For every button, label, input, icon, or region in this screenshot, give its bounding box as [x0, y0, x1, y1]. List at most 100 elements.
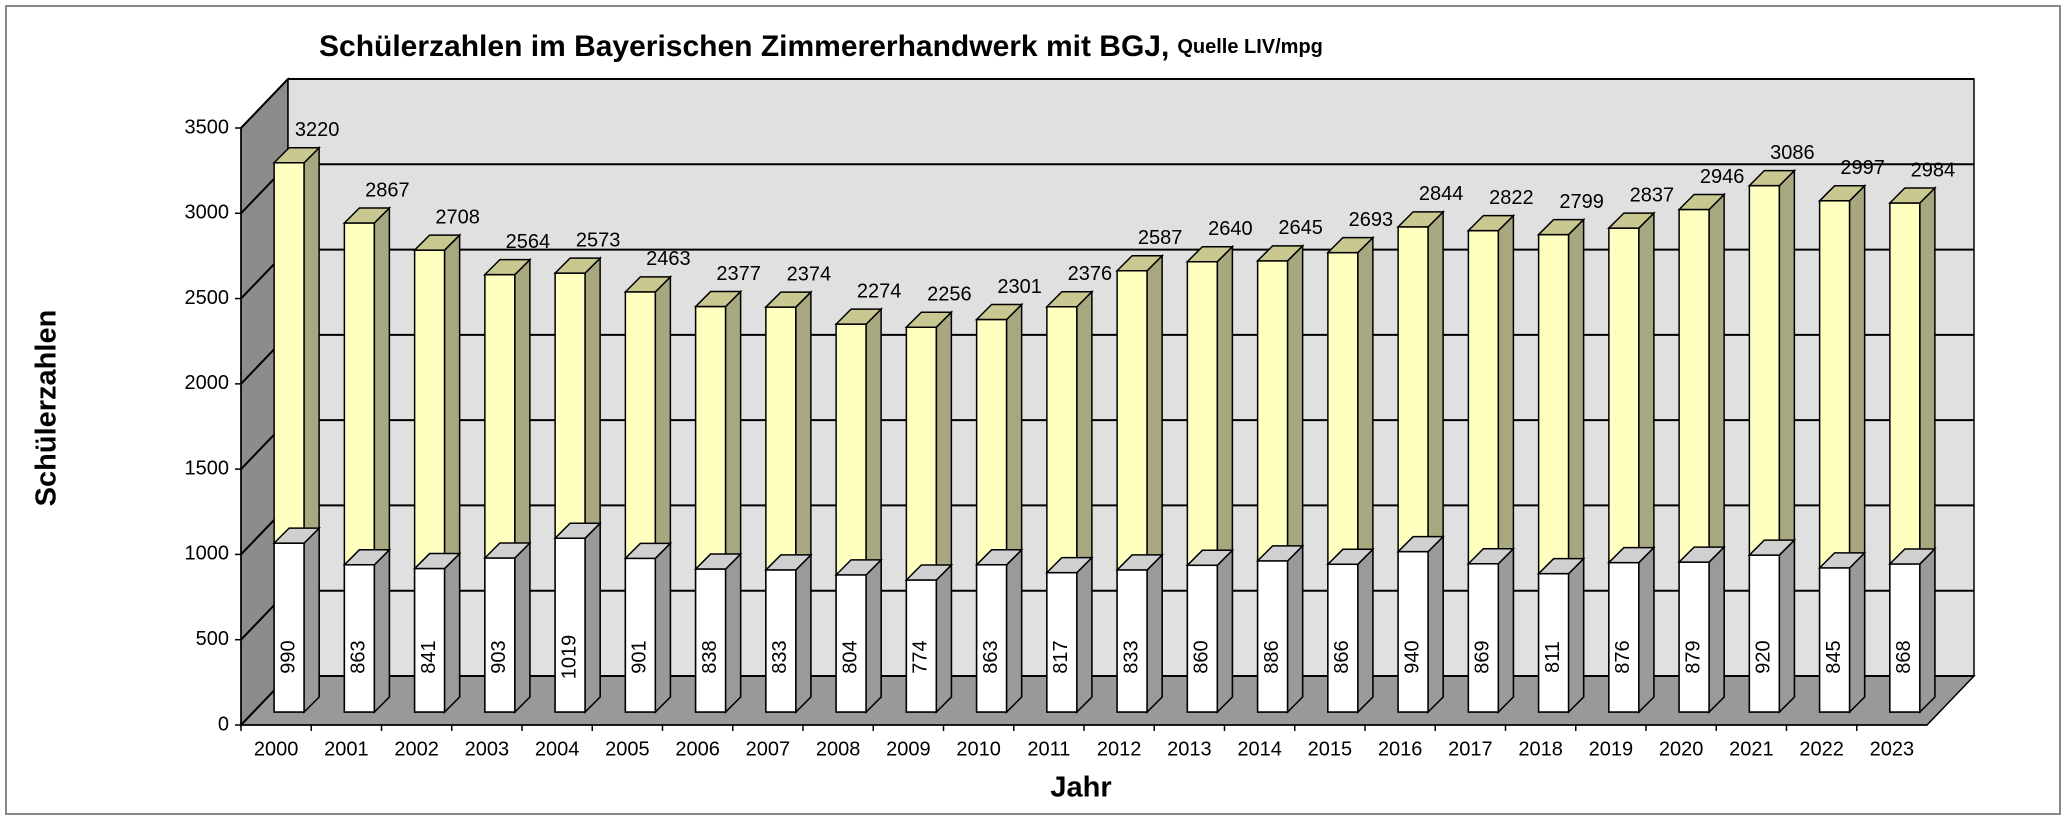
bar-top: [1747, 169, 1797, 187]
bar-front: [484, 557, 516, 713]
bar-side: [584, 521, 601, 714]
bar-side: [654, 541, 672, 714]
x-tick-label: 2006: [675, 738, 720, 760]
bar: [1466, 546, 1516, 714]
bar-top: [553, 522, 602, 539]
bar: [834, 558, 883, 714]
x-tick-label: 2015: [1308, 738, 1353, 760]
bar: [1747, 538, 1797, 714]
title-text: Schülerzahlen im Bayerischen Zimmererhan…: [319, 30, 1169, 63]
value-label: 863: [980, 640, 1002, 673]
x-tick-label: 2004: [535, 738, 580, 760]
value-label: 833: [1120, 640, 1142, 673]
bar-front: [554, 537, 586, 713]
x-tick-label: 2018: [1518, 738, 1563, 760]
bar: [412, 551, 462, 714]
bar: [1185, 548, 1235, 714]
bar-top: [1396, 211, 1445, 228]
bar: [1677, 545, 1726, 714]
x-tick-label: 2002: [394, 738, 439, 760]
chart-title: Schülerzahlen im Bayerischen Zimmererhan…: [319, 30, 1323, 63]
bar-front: [975, 564, 1008, 713]
x-tick-label: 2011: [1027, 738, 1070, 760]
bar-top: [904, 311, 954, 328]
bar-top: [1536, 218, 1586, 236]
bar-top: [272, 147, 321, 164]
bar-front: [1046, 571, 1078, 713]
bar-top: [1747, 539, 1797, 556]
x-tick-label: 2008: [816, 738, 861, 760]
bar-front: [1678, 561, 1710, 713]
bar-top: [1115, 554, 1164, 571]
bar-top: [483, 258, 532, 276]
bar-side: [865, 558, 882, 714]
bar-top: [1185, 549, 1235, 567]
y-tick-label: 2500: [185, 287, 230, 309]
value-label: 868: [1893, 640, 1915, 673]
bar: [623, 541, 673, 714]
bar-front: [1818, 567, 1851, 713]
x-tick-label: 2023: [1870, 738, 1915, 760]
bar-front: [1256, 560, 1289, 713]
value-label: 2301: [997, 276, 1042, 298]
value-label: 2640: [1208, 218, 1253, 240]
bar: [1888, 547, 1937, 714]
value-label: 2645: [1278, 217, 1323, 239]
subtitle-text: Quelle LIV/mpg: [1177, 36, 1323, 58]
x-tick-label: 2022: [1799, 738, 1844, 760]
bar: [272, 526, 321, 714]
bar-top: [1536, 557, 1586, 575]
value-label: 869: [1472, 640, 1494, 673]
bar: [342, 547, 392, 714]
bar: [483, 541, 532, 714]
bar-front: [1327, 563, 1359, 713]
x-tick-label: 2021: [1729, 738, 1774, 760]
y-axis-title: Schülerzahlen: [31, 310, 63, 507]
value-label: 879: [1682, 640, 1704, 673]
value-label: 990: [277, 640, 299, 673]
value-label: 2274: [857, 280, 902, 302]
x-tick-label: 2000: [254, 738, 299, 760]
bar-top: [834, 559, 883, 576]
bar-front: [765, 569, 797, 713]
bar: [1045, 555, 1094, 714]
value-label: 2799: [1559, 191, 1604, 213]
bar-side: [795, 553, 812, 714]
bar-side: [1567, 556, 1585, 714]
bar-top: [1326, 548, 1375, 566]
value-label: 2377: [716, 263, 761, 285]
value-label: 886: [1261, 640, 1283, 673]
bar-top: [1677, 193, 1726, 211]
y-tick-label: 2000: [185, 372, 230, 394]
x-tick-label: 2014: [1237, 738, 1282, 760]
value-label: 920: [1753, 640, 1775, 673]
bar-side: [1427, 534, 1444, 714]
value-label: 2844: [1419, 183, 1464, 205]
value-label: 845: [1823, 640, 1845, 673]
bar-top: [1326, 236, 1375, 254]
x-tick-label: 2003: [465, 738, 510, 760]
bar-front: [1186, 564, 1219, 713]
bar-top: [693, 290, 743, 308]
bar-top: [764, 291, 813, 308]
value-label: 3220: [295, 119, 340, 141]
bar: [1607, 545, 1656, 714]
bar: [1255, 544, 1305, 714]
value-label: 2946: [1700, 166, 1745, 188]
value-label: 2573: [576, 229, 621, 251]
bar-front: [624, 557, 657, 713]
bar-side: [1286, 544, 1304, 714]
bar-top: [623, 276, 673, 293]
bar-side: [303, 526, 320, 714]
value-label: 903: [488, 640, 510, 673]
value-label: 804: [839, 640, 861, 673]
value-label: 863: [348, 640, 370, 673]
bar: [904, 563, 954, 714]
value-label: 817: [1050, 640, 1072, 673]
bar-top: [1115, 254, 1164, 272]
value-label: 3086: [1770, 142, 1815, 164]
bar-top: [1255, 545, 1305, 562]
value-label: 876: [1612, 640, 1634, 673]
x-tick-label: 2010: [956, 738, 1001, 760]
y-tick-label: 500: [196, 628, 229, 650]
